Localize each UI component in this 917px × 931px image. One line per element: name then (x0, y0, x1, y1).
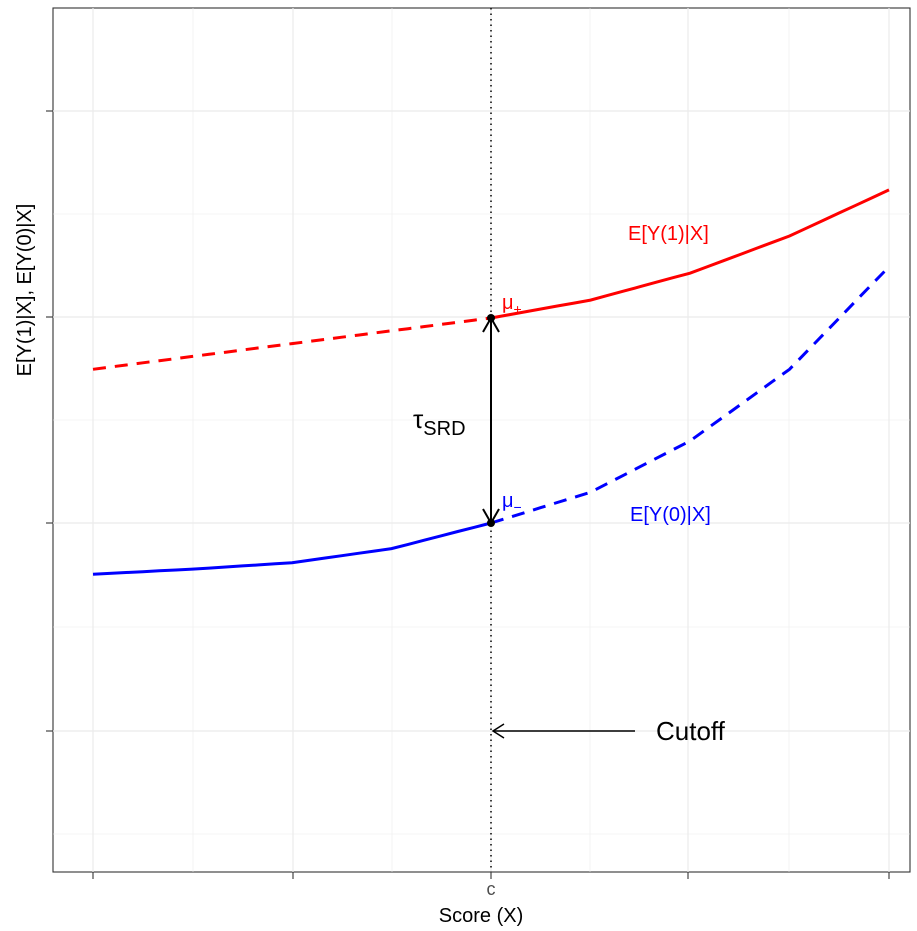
series-lines (92, 188, 891, 576)
cutoff-label: Cutoff (656, 716, 726, 746)
tau-sub: SRD (423, 418, 465, 440)
y-axis-title: E[Y(1)|X], E[Y(0)|X] (14, 204, 36, 377)
mu-minus-sub: − (514, 499, 522, 515)
series-label-y0: E[Y(0)|X] (630, 504, 711, 526)
plot-panel (52, 7, 911, 873)
mu-plus-sub: + (514, 301, 522, 317)
series-y1-solid-line (490, 188, 890, 320)
mu-plus-label: μ+ (502, 292, 522, 317)
tau-label: τSRD (413, 404, 466, 440)
series-label-y1: E[Y(1)|X] (628, 223, 709, 245)
axis-ticks: c (46, 110, 890, 899)
mu-minus-symbol: μ (502, 490, 514, 512)
mu-plus-point (487, 314, 495, 322)
mu-minus-point (487, 519, 495, 527)
x-axis-title: Score (X) (439, 905, 523, 927)
series-y0-dashed-line (490, 265, 891, 525)
mu-minus-label: μ− (502, 490, 522, 515)
tau-symbol: τ (413, 404, 424, 434)
x-tick-label: c (487, 879, 496, 899)
series-y1-dashed-line (92, 316, 492, 371)
mu-plus-symbol: μ (502, 292, 514, 314)
series-y0-solid-line (92, 521, 492, 576)
cutoff-arrow (491, 723, 635, 739)
